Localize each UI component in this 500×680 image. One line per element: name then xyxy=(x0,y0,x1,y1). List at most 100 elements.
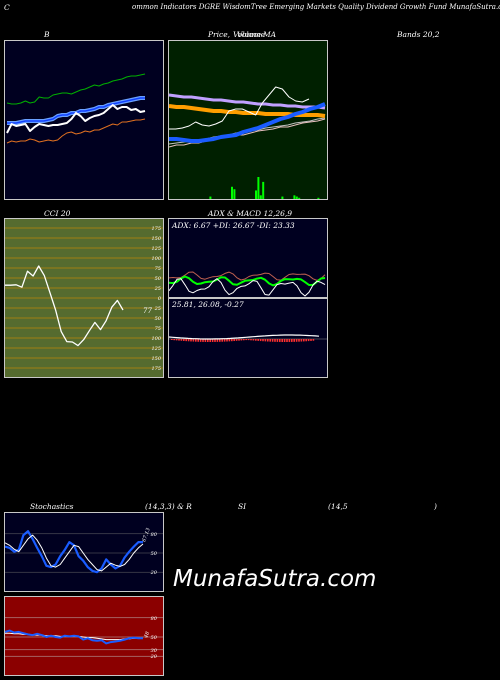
header-title: ommon Indicators DGRE WisdomTree Emergin… xyxy=(132,3,500,11)
macd-hist-bar xyxy=(192,339,195,342)
stoch-panel: 80 50 20 67.13 xyxy=(4,512,164,592)
rsi-line xyxy=(5,629,143,645)
price-ma-blue xyxy=(169,102,326,143)
bands-panel xyxy=(4,40,164,200)
header-lead: C xyxy=(4,3,10,12)
macd-hist-bar xyxy=(214,339,216,342)
macd-line xyxy=(169,334,320,340)
macd-hist-bar xyxy=(288,339,291,342)
macd-hist-bar xyxy=(267,339,269,342)
macd-hist-bar xyxy=(240,339,243,341)
bands-price-line xyxy=(6,104,146,134)
macd-hist-bar xyxy=(233,339,235,342)
macd-hist-bar xyxy=(199,339,202,342)
cci-tick-label: 175 xyxy=(151,366,161,372)
cci-tick-label: 75 xyxy=(155,266,161,272)
stoch-tick-label: 50 xyxy=(151,551,158,557)
volume-bar xyxy=(259,195,262,199)
macd-hist-bar xyxy=(307,339,310,342)
cci-panel: 175 150 125 100 75 50 25 0 25 50 75 100 125 150 175 77 xyxy=(4,218,164,378)
cci-tick-label: 25 xyxy=(154,286,161,292)
macd-hist-bar xyxy=(281,339,283,342)
macd-hist-bar xyxy=(264,339,267,342)
macd-hist-bar xyxy=(305,339,307,342)
macd-hist-bar xyxy=(171,339,173,340)
price-title-ma: MA xyxy=(263,30,277,39)
macd-hist-bar xyxy=(298,339,300,342)
volume-bar xyxy=(298,197,301,199)
rsi-last-label: 48 xyxy=(143,631,151,640)
macd-hist-bar xyxy=(197,339,199,342)
bands-chart xyxy=(6,73,146,144)
stoch-d-line xyxy=(5,534,144,572)
volume-bar xyxy=(295,196,298,199)
macd-hist-bar xyxy=(257,339,259,341)
bands-upper-line xyxy=(6,73,146,105)
rsi-title: SI xyxy=(238,502,247,511)
stoch-params: (14,3,3) & R xyxy=(145,502,192,511)
macd-hist-bar xyxy=(245,339,247,341)
bands-lower-line xyxy=(6,118,146,144)
macd-hist-bar xyxy=(310,339,312,341)
adx-plus-di xyxy=(169,275,326,287)
cci-tick-label: 50 xyxy=(155,276,162,282)
macd-hist-bar xyxy=(235,339,238,341)
macd-hist-bar xyxy=(204,339,207,342)
price-panel xyxy=(168,40,328,200)
adx-panel: ADX: 6.67 +DI: 26.67 -DI: 23.33 xyxy=(168,218,328,298)
macd-hist-bar xyxy=(226,339,228,342)
volume-bar xyxy=(255,190,257,199)
macd-hist-bar xyxy=(173,339,175,341)
macd-hist-bar xyxy=(274,339,276,342)
rsi-tick-label: 30 xyxy=(151,648,158,654)
macd-hist-bar xyxy=(238,339,240,341)
cci-tick-label: 150 xyxy=(151,236,161,242)
adx-title: ADX & MACD 12,26,9 xyxy=(208,209,293,218)
macd-hist-bar xyxy=(300,339,303,342)
macd-hist-bar xyxy=(295,339,298,342)
macd-hist-bar xyxy=(216,339,219,342)
macd-hist-bar xyxy=(185,339,187,342)
cci-tick-label: 25 xyxy=(154,306,161,312)
price-ma-violet xyxy=(169,93,326,110)
cci-tick-label: 150 xyxy=(151,356,161,362)
macd-hist-bar xyxy=(293,339,295,342)
macd-hist-bar xyxy=(180,339,183,341)
adx-line xyxy=(169,278,326,297)
macd-hist-bar xyxy=(178,339,180,341)
volume-bar xyxy=(293,195,296,199)
rsi-close: ) xyxy=(434,502,437,511)
adx-chart xyxy=(169,271,326,297)
macd-hist-bar xyxy=(250,339,252,341)
volume-bar xyxy=(262,181,265,199)
cci-line xyxy=(5,265,124,347)
macd-hist-bar xyxy=(175,339,178,341)
cci-tick-label: 100 xyxy=(151,256,161,262)
price-chart xyxy=(169,86,326,199)
cci-tick-label: 75 xyxy=(155,326,161,332)
rsi-tick-label: 50 xyxy=(151,635,158,641)
stoch-last-label: 67.13 xyxy=(141,527,152,543)
cci-tick-label: 100 xyxy=(151,336,161,342)
macd-hist-bar xyxy=(312,339,315,341)
macd-hist-bar xyxy=(303,339,305,342)
macd-hist-bar xyxy=(219,339,221,342)
stoch-k-line xyxy=(5,530,143,574)
price-title: Price, xyxy=(208,30,231,39)
bands-title-right: Bands 20,2 xyxy=(397,30,440,39)
volume-bar xyxy=(257,177,260,199)
macd-hist-bar xyxy=(271,339,274,342)
rsi-panel: 80 50 30 20 48 xyxy=(4,596,164,676)
macd-hist-bar xyxy=(286,339,288,342)
volume-bar xyxy=(209,196,212,199)
macd-panel: 25.81, 26.08, -0.27 xyxy=(168,298,328,378)
macd-values: 25.81, 26.08, -0.27 xyxy=(172,300,244,309)
macd-hist-bar xyxy=(279,339,281,342)
macd-hist-bar xyxy=(228,339,231,342)
volume-bar xyxy=(317,197,320,199)
cci-tick-label: 175 xyxy=(151,226,161,232)
macd-hist-bar xyxy=(202,339,204,342)
macd-hist-bar xyxy=(190,339,192,342)
macd-hist-bar xyxy=(183,339,185,341)
watermark: MunafaSutra.com xyxy=(173,566,377,592)
